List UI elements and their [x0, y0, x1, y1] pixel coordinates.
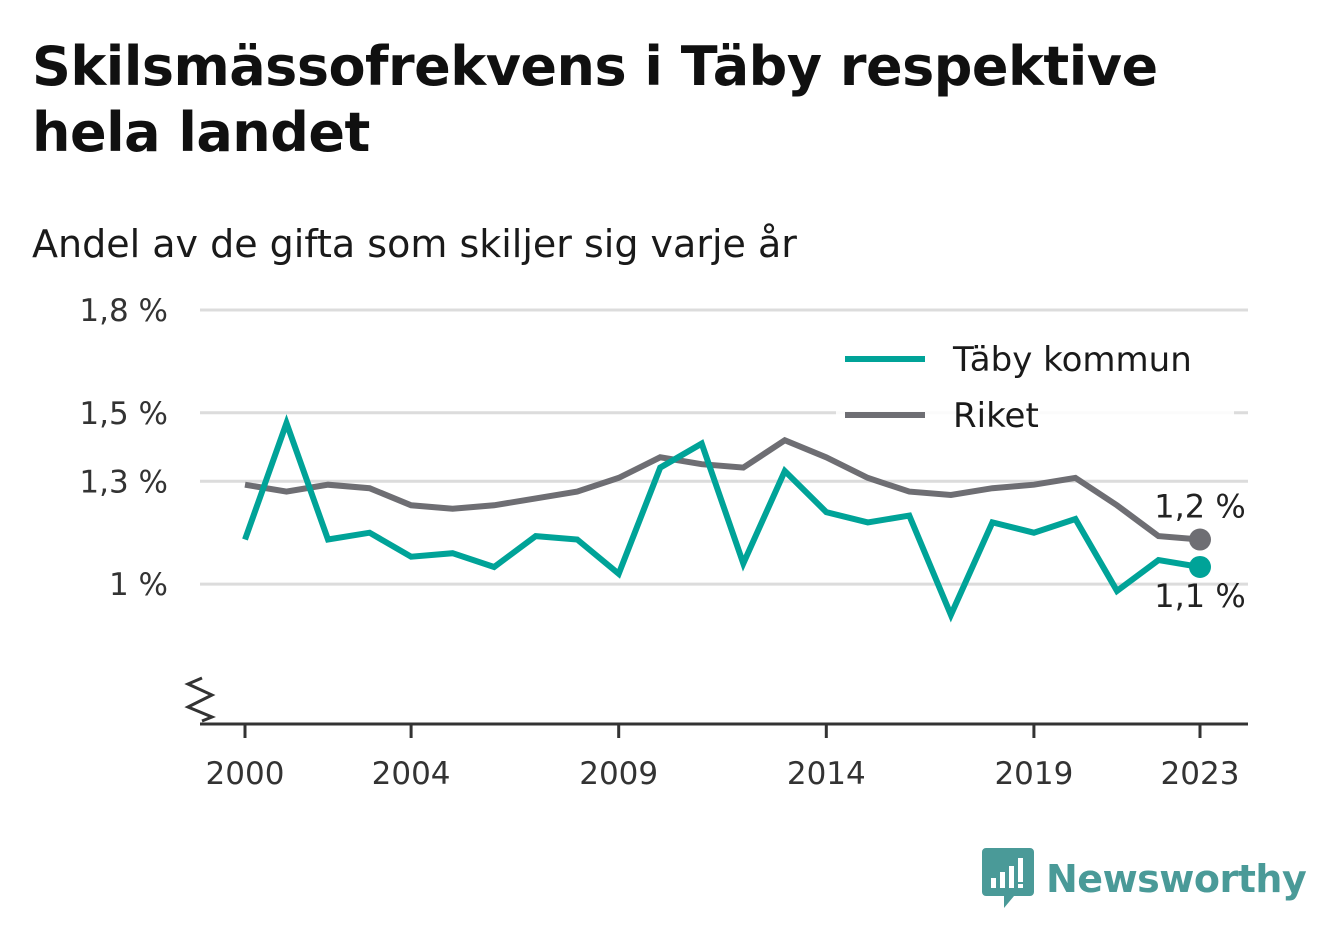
newsworthy-logo-text: Newsworthy: [1046, 857, 1307, 901]
y-tick-label: 1,5 %: [79, 396, 168, 432]
end-label-taby: 1,1 %: [1154, 577, 1245, 615]
end-point-marker: [1189, 528, 1211, 551]
y-tick-label: 1 %: [109, 567, 168, 603]
y-tick-label: 1,3 %: [79, 464, 168, 500]
x-axis: [184, 676, 1248, 738]
end-point-marker: [1189, 555, 1211, 578]
y-tick-labels: 1 % 1,3 % 1,5 % 1,8 %: [79, 293, 168, 603]
grid-lines: [200, 308, 1248, 586]
x-tick-label: 2014: [787, 756, 866, 792]
newsworthy-logo-icon: [982, 848, 1034, 908]
end-labels: 1,2 % 1,1 %: [1154, 488, 1245, 615]
x-tick-label: 2000: [206, 756, 285, 792]
end-label-riket: 1,2 %: [1154, 488, 1245, 526]
x-tick-label: 2019: [994, 756, 1073, 792]
newsworthy-logo: Newsworthy: [982, 848, 1307, 910]
legend: Täby kommun Riket: [836, 330, 1234, 442]
x-tick-label: 2004: [372, 756, 451, 792]
x-tick-labels: 2000 2004 2009 2014 2019 2023: [206, 756, 1240, 792]
legend-background: [836, 330, 1234, 442]
x-tick-label: 2009: [579, 756, 658, 792]
series-lines: [242, 414, 1211, 623]
series-line: [242, 414, 1201, 623]
legend-label: Täby kommun: [952, 340, 1192, 380]
line-chart: 1 %1,3 %1,5 %1,8 % 2000 2004 2009 2014 2019 2…: [79, 293, 1248, 792]
x-tick-label: 2023: [1161, 756, 1240, 792]
chart-title: Skilsmässofrekvens i Täby respektive hel…: [32, 35, 1158, 164]
series-line: [244, 436, 1201, 543]
axis-break-icon: [184, 676, 216, 723]
y-tick-label: 1,8 %: [79, 293, 168, 329]
chart-subtitle: Andel av de gifta som skiljer sig varje …: [32, 222, 797, 266]
legend-label: Riket: [953, 396, 1039, 436]
